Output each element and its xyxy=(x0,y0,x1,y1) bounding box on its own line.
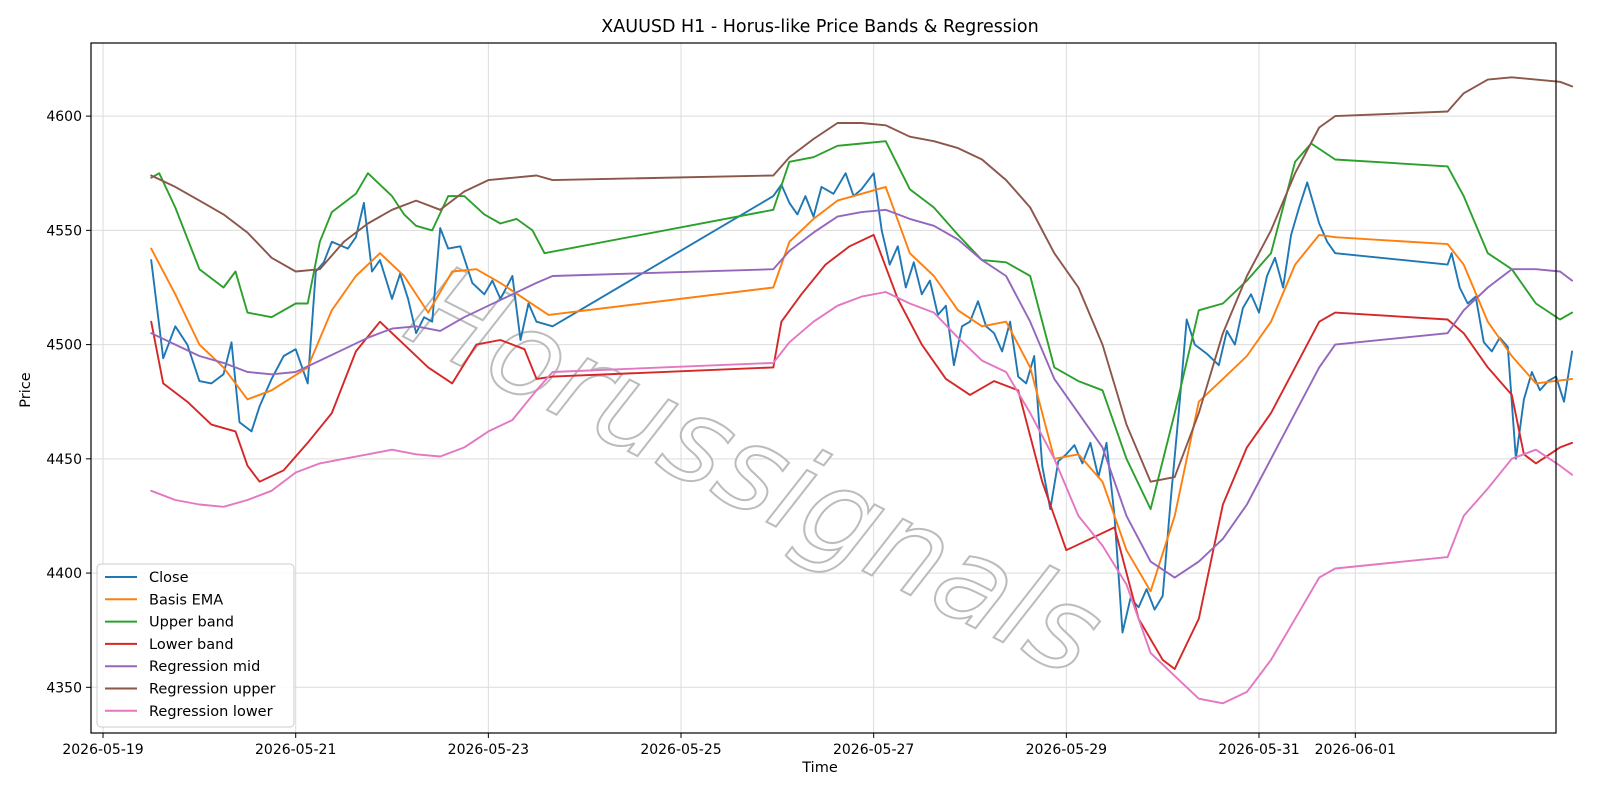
x-axis-title: Time xyxy=(801,760,838,776)
y-tick-label: 4450 xyxy=(46,452,82,468)
series-lines xyxy=(150,76,1574,705)
legend-box xyxy=(96,563,295,728)
x-tick-label: 2026-06-01 xyxy=(1315,742,1396,758)
legend-label-upper-band: Upper band xyxy=(149,615,234,631)
plot-frame xyxy=(90,42,1557,734)
y-tick-label: 4400 xyxy=(46,566,82,582)
x-tick-label: 2026-05-25 xyxy=(640,742,721,758)
series-line-close xyxy=(150,172,1574,634)
series-line-lower-band xyxy=(150,233,1574,670)
series-line-upper-band xyxy=(150,140,1574,511)
y-tick-label: 4500 xyxy=(46,338,82,354)
x-tick-label: 2026-05-19 xyxy=(62,742,143,758)
series-line-regression-upper xyxy=(150,76,1574,483)
legend: Close Basis EMA Upper band Lower band Regres… xyxy=(96,563,295,728)
legend-label-regression-mid: Regression mid xyxy=(149,659,260,675)
y-tick-label: 4350 xyxy=(46,680,82,696)
x-tick-label: 2026-05-31 xyxy=(1218,742,1299,758)
series-line-regression-mid xyxy=(150,208,1574,579)
x-tick-label: 2026-05-21 xyxy=(255,742,336,758)
y-tick-label: 4600 xyxy=(46,109,82,125)
y-axis-ticks: 4350 4400 4450 4500 4550 4600 xyxy=(46,109,91,696)
x-tick-label: 2026-05-27 xyxy=(833,742,914,758)
legend-label-lower-band: Lower band xyxy=(149,637,234,653)
legend-label-close: Close xyxy=(149,570,189,586)
series-line-regression-lower xyxy=(150,291,1574,705)
y-tick-label: 4550 xyxy=(46,223,82,239)
x-tick-label: 2026-05-23 xyxy=(448,742,529,758)
series-line-basis-ema xyxy=(150,185,1574,593)
grid-lines xyxy=(91,43,1556,733)
chart-title: XAUUSD H1 - Horus-like Price Bands & Reg… xyxy=(601,17,1038,37)
legend-label-regression-lower: Regression lower xyxy=(149,704,273,720)
y-axis-title: Price xyxy=(18,372,34,407)
x-axis-ticks: 2026-05-19 2026-05-21 2026-05-23 2026-05-25… xyxy=(62,733,1396,758)
legend-label-basis-ema: Basis EMA xyxy=(149,592,223,608)
legend-label-regression-upper: Regression upper xyxy=(149,682,275,698)
x-tick-label: 2026-05-29 xyxy=(1026,742,1107,758)
